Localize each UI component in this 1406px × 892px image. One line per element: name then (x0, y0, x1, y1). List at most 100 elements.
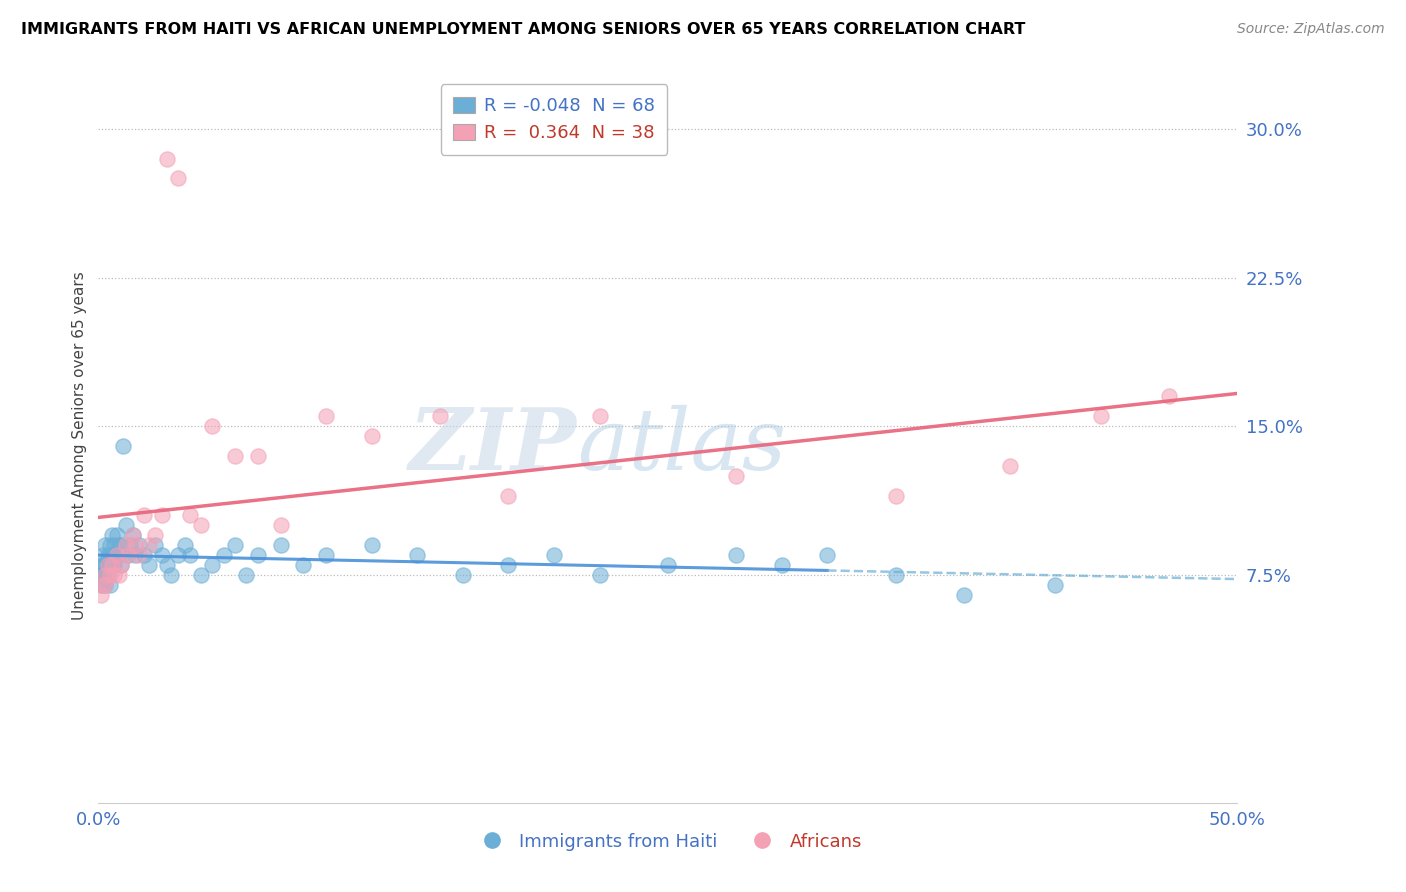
Point (98, 567, 121, 582)
Point (121, 528, 143, 542)
Point (90, 567, 112, 582)
Point (1043, 578, 1066, 592)
Point (110, 558, 132, 572)
Point (98, 538, 121, 552)
Point (98, 558, 121, 572)
Point (884, 567, 907, 582)
Point (101, 528, 124, 542)
Point (114, 538, 136, 552)
Point (90, 588, 112, 602)
Y-axis label: Unemployment Among Seniors over 65 years: Unemployment Among Seniors over 65 years (72, 272, 87, 620)
Text: atlas: atlas (576, 405, 786, 487)
Point (105, 548, 128, 562)
Text: IMMIGRANTS FROM HAITI VS AFRICAN UNEMPLOYMENT AMONG SENIORS OVER 65 YEARS CORREL: IMMIGRANTS FROM HAITI VS AFRICAN UNEMPLO… (21, 22, 1025, 37)
Point (150, 548, 173, 562)
Point (145, 538, 167, 552)
Point (94, 578, 117, 592)
Point (150, 508, 173, 523)
Point (953, 588, 976, 602)
Point (360, 429, 382, 443)
Point (451, 567, 474, 582)
Point (124, 538, 146, 552)
Point (112, 439, 135, 453)
Point (94, 558, 117, 572)
Point (94, 567, 117, 582)
Point (96, 558, 118, 572)
Point (101, 558, 124, 572)
Point (167, 548, 190, 562)
Point (132, 508, 155, 523)
Point (91, 548, 114, 562)
Point (96, 558, 118, 572)
Point (103, 538, 125, 552)
Point (94, 538, 117, 552)
Point (105, 548, 128, 562)
Point (725, 468, 748, 483)
Point (315, 548, 337, 562)
Point (246, 548, 269, 562)
Point (201, 419, 224, 434)
Point (91, 558, 114, 572)
Point (292, 558, 315, 572)
Point (108, 538, 131, 552)
Point (91, 578, 114, 592)
Point (103, 567, 125, 582)
Point (201, 558, 224, 572)
Point (103, 548, 125, 562)
Point (725, 548, 748, 562)
Point (124, 548, 146, 562)
Point (360, 538, 382, 552)
Point (174, 538, 197, 552)
Point (156, 558, 179, 572)
Point (156, 152, 179, 166)
Point (94, 567, 117, 582)
Point (815, 548, 838, 562)
Point (498, 558, 520, 572)
Point (101, 548, 124, 562)
Point (117, 548, 139, 562)
Point (884, 489, 907, 503)
Point (91, 578, 114, 592)
Point (114, 518, 136, 533)
Point (128, 538, 150, 552)
Point (179, 508, 201, 523)
Point (270, 518, 292, 533)
Point (190, 518, 212, 533)
Point (543, 548, 565, 562)
Point (128, 548, 150, 562)
Point (121, 528, 143, 542)
Point (103, 558, 125, 572)
Point (108, 567, 131, 582)
Point (235, 567, 257, 582)
Point (498, 489, 520, 503)
Point (179, 548, 201, 562)
Point (132, 548, 155, 562)
Point (90, 578, 112, 592)
Point (588, 567, 610, 582)
Point (770, 558, 793, 572)
Point (406, 548, 429, 562)
Point (160, 567, 183, 582)
Text: ZIP: ZIP (409, 404, 576, 488)
Point (588, 409, 610, 424)
Point (138, 538, 160, 552)
Point (117, 548, 139, 562)
Point (120, 538, 142, 552)
Point (145, 528, 167, 542)
Point (96, 567, 118, 582)
Point (96, 548, 118, 562)
Point (98, 548, 121, 562)
Point (138, 558, 160, 572)
Point (1090, 409, 1112, 424)
Legend: Immigrants from Haiti, Africans: Immigrants from Haiti, Africans (467, 826, 869, 858)
Point (98, 578, 121, 592)
Point (167, 171, 190, 186)
Point (101, 558, 124, 572)
Point (190, 567, 212, 582)
Point (105, 528, 128, 542)
Point (90, 558, 112, 572)
Point (94, 578, 117, 592)
Point (91, 567, 114, 582)
Point (998, 458, 1021, 473)
Point (110, 538, 132, 552)
